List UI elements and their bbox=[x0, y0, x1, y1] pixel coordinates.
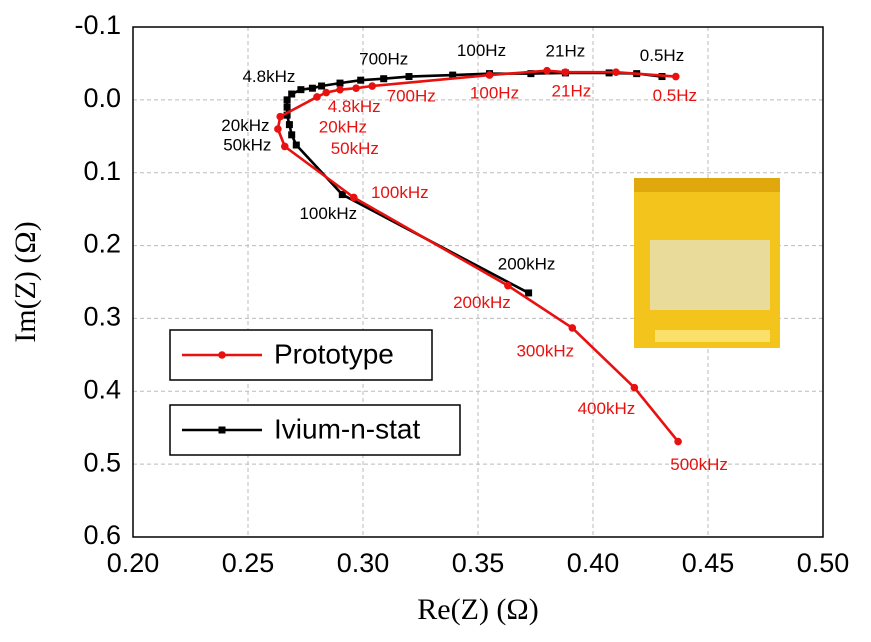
x-tick-label: 0.50 bbox=[797, 548, 850, 578]
data-point bbox=[313, 93, 321, 101]
data-point bbox=[288, 131, 296, 139]
plot-frame bbox=[132, 26, 824, 538]
data-point bbox=[561, 68, 570, 76]
data-point bbox=[318, 82, 326, 90]
point-label: 500kHz bbox=[670, 455, 728, 474]
data-point bbox=[281, 142, 289, 151]
x-tick-label: 0.40 bbox=[567, 548, 620, 578]
data-point bbox=[405, 73, 413, 81]
data-point bbox=[283, 96, 291, 104]
data-point bbox=[336, 79, 344, 87]
data-point bbox=[288, 90, 296, 98]
y-tick-label: 0.4 bbox=[83, 374, 121, 404]
data-point bbox=[485, 71, 494, 79]
point-label: 200kHz bbox=[453, 293, 511, 312]
point-label: 50kHz bbox=[223, 136, 271, 155]
y-tick-label: 0.5 bbox=[83, 447, 121, 477]
y-tick-label: 0.3 bbox=[83, 302, 121, 332]
data-point bbox=[674, 437, 682, 446]
data-point bbox=[504, 281, 512, 290]
point-label: 300kHz bbox=[516, 341, 574, 360]
point-label: 20kHz bbox=[221, 116, 269, 135]
y-tick-label: -0.1 bbox=[74, 10, 121, 40]
y-tick-label: 0.2 bbox=[83, 229, 121, 259]
point-label: 21Hz bbox=[552, 82, 592, 101]
point-label: 700Hz bbox=[359, 50, 408, 69]
data-point bbox=[283, 111, 291, 119]
point-label: 0.5Hz bbox=[640, 46, 684, 65]
plot-area: 0.5Hz21Hz100Hz700Hz4.8kHz20kHz50kHz100kH… bbox=[221, 41, 728, 474]
data-point bbox=[292, 141, 300, 149]
legend-marker bbox=[218, 351, 226, 359]
point-label: 100kHz bbox=[371, 183, 429, 202]
x-tick-label: 0.20 bbox=[107, 548, 160, 578]
point-label: 4.8kHz bbox=[328, 97, 381, 116]
data-point bbox=[308, 84, 316, 92]
point-label: 20kHz bbox=[319, 117, 367, 136]
legend-marker bbox=[218, 426, 226, 434]
point-label: 21Hz bbox=[546, 41, 586, 60]
point-label: 400kHz bbox=[578, 399, 636, 418]
point-label: 200kHz bbox=[498, 254, 556, 273]
data-point bbox=[322, 88, 331, 97]
data-point bbox=[283, 103, 291, 111]
data-point bbox=[276, 112, 285, 121]
data-point bbox=[368, 82, 377, 90]
battery-edge bbox=[655, 330, 770, 342]
point-label: 0.5Hz bbox=[653, 86, 697, 105]
x-tick-label: 0.30 bbox=[337, 548, 390, 578]
data-point bbox=[357, 76, 365, 84]
data-point bbox=[449, 71, 457, 79]
data-point bbox=[338, 191, 346, 199]
battery-label bbox=[650, 240, 770, 310]
data-point bbox=[380, 75, 388, 83]
x-tick-label: 0.25 bbox=[222, 548, 275, 578]
data-point bbox=[274, 125, 282, 133]
y-tick-label: 0.6 bbox=[83, 520, 121, 550]
data-point bbox=[297, 86, 305, 94]
data-point bbox=[352, 84, 360, 92]
point-label: 4.8kHz bbox=[242, 67, 295, 86]
data-point bbox=[612, 68, 620, 76]
data-point bbox=[285, 121, 293, 129]
point-label: 100kHz bbox=[299, 204, 357, 223]
inset-photo bbox=[634, 178, 780, 348]
data-point bbox=[525, 289, 533, 297]
data-point bbox=[630, 383, 639, 392]
data-point bbox=[543, 66, 551, 75]
y-tick-label: 0.1 bbox=[83, 156, 121, 186]
y-tick-label: 0.0 bbox=[83, 83, 121, 113]
x-axis-title: Re(Z) (Ω) bbox=[417, 593, 538, 626]
legend-label: Prototype bbox=[274, 338, 394, 369]
y-axis-title: Im(Z) (Ω) bbox=[9, 221, 42, 342]
legend-label: Ivium-n-stat bbox=[274, 413, 420, 444]
legend: Prototype Ivium-n-stat bbox=[169, 329, 461, 456]
point-label: 50kHz bbox=[331, 139, 379, 158]
point-label: 700Hz bbox=[387, 86, 436, 105]
x-tick-label: 0.45 bbox=[682, 548, 735, 578]
data-point bbox=[336, 85, 344, 94]
data-point bbox=[350, 193, 358, 202]
point-label: 100Hz bbox=[470, 84, 519, 103]
x-tick-label: 0.35 bbox=[452, 548, 505, 578]
data-point bbox=[527, 70, 535, 78]
series: 0.5Hz21Hz100Hz700Hz4.8kHz20kHz50kHz100kH… bbox=[221, 41, 684, 297]
point-label: 100Hz bbox=[457, 41, 506, 60]
battery-top bbox=[634, 178, 780, 192]
data-point bbox=[672, 72, 680, 81]
data-point bbox=[568, 324, 577, 332]
